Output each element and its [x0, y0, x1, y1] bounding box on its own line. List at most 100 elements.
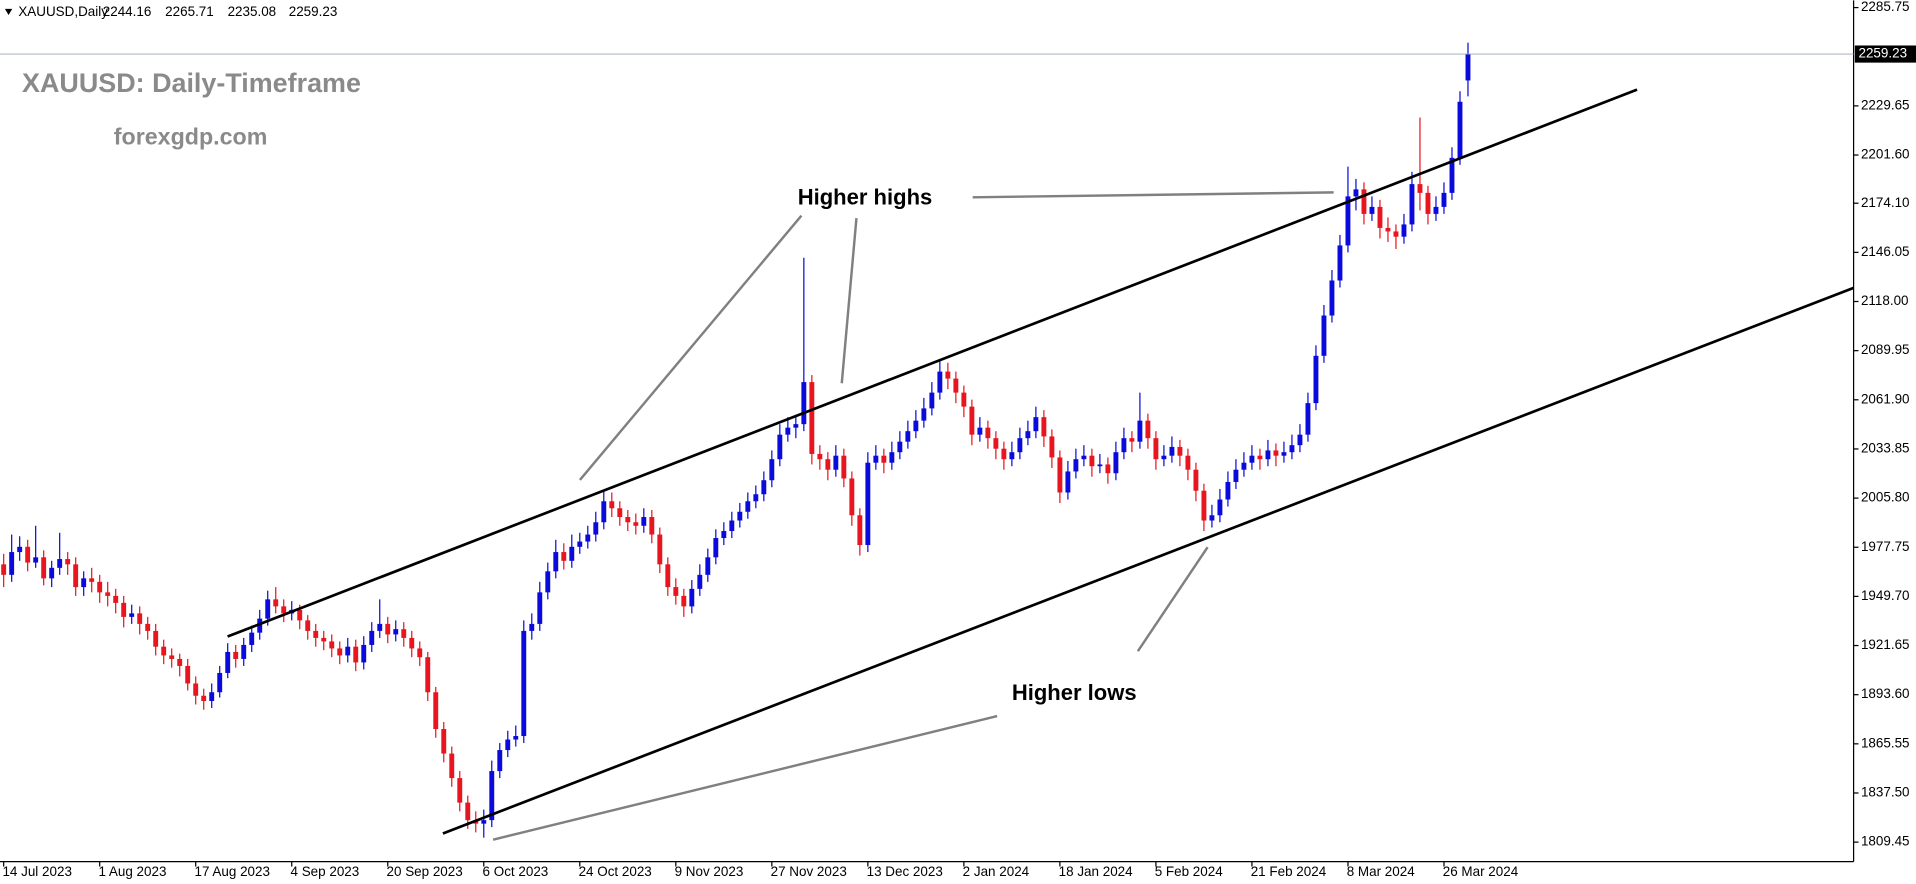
y-tick-label: 2089.95	[1861, 342, 1910, 357]
candle-body	[817, 453, 823, 460]
candle-body	[865, 462, 871, 546]
candle-body	[217, 672, 223, 693]
lower-trendline	[442, 286, 1855, 835]
candle-body	[241, 644, 247, 659]
ohlc-open: 2244.16	[103, 4, 152, 19]
candle-body	[1009, 452, 1015, 460]
x-tick-label: 18 Jan 2024	[1059, 864, 1133, 879]
candle-body	[153, 630, 159, 647]
candle-body	[1265, 450, 1271, 460]
y-tick-label: 2118.00	[1861, 293, 1909, 308]
candle-body	[321, 637, 327, 642]
candle-body	[761, 480, 767, 495]
candle-body	[393, 629, 399, 635]
candle-body	[377, 623, 383, 631]
candle-body	[161, 646, 167, 656]
candle-body	[969, 406, 975, 435]
candles	[1, 42, 1471, 838]
candle-body	[1233, 469, 1239, 482]
candle-body	[425, 657, 431, 693]
candle-body	[665, 564, 671, 588]
price-label-box	[1854, 45, 1916, 63]
candle-body	[465, 802, 471, 821]
ohlc-high: 2265.71	[165, 4, 214, 19]
candle-body	[481, 820, 487, 824]
candle-body	[1041, 417, 1047, 437]
x-tick-label: 9 Nov 2023	[675, 864, 744, 879]
candle-body	[1353, 189, 1359, 197]
pointer-line	[972, 191, 1334, 199]
candle-body	[657, 534, 663, 565]
candle-body	[9, 552, 15, 575]
candle-body	[1097, 464, 1103, 467]
candle-body	[617, 508, 623, 518]
candle-body	[1329, 280, 1335, 316]
candle-body	[337, 648, 343, 656]
upper-trendline	[227, 88, 1638, 638]
candle-body	[209, 692, 215, 701]
candle-body	[641, 517, 647, 526]
candle-body	[1401, 224, 1407, 237]
candle-body	[881, 455, 887, 463]
candle-body	[1257, 455, 1263, 460]
candle-body	[433, 692, 439, 730]
candle-body	[937, 371, 943, 393]
candle-body	[185, 665, 191, 684]
candle-body	[1225, 481, 1231, 500]
candle-body	[1305, 403, 1311, 435]
candle-body	[1313, 355, 1319, 404]
candle-body	[553, 552, 559, 572]
candle-body	[1145, 420, 1151, 439]
candle-body	[1409, 184, 1415, 225]
candle-body	[521, 630, 527, 737]
candle-body	[329, 641, 335, 649]
candle-body	[793, 424, 799, 428]
x-tick-label: 2 Jan 2024	[963, 864, 1030, 879]
candle-body	[1297, 434, 1303, 446]
candle-body	[73, 564, 79, 588]
candle-body	[1321, 315, 1327, 356]
candle-body	[1337, 245, 1343, 281]
x-tick-label: 1 Aug 2023	[98, 864, 166, 879]
x-tick-label: 20 Sep 2023	[387, 864, 463, 879]
candle-body	[1273, 450, 1279, 456]
candle-body	[385, 623, 391, 635]
candle-body	[1025, 431, 1031, 439]
candle-body	[225, 651, 231, 673]
candle-body	[1049, 436, 1055, 458]
candle-body	[145, 623, 151, 631]
candle-body	[1057, 457, 1063, 493]
x-tick-label: 8 Mar 2024	[1347, 864, 1416, 879]
candle-body	[833, 455, 839, 470]
candle-body	[417, 648, 423, 658]
ohlc-low: 2235.08	[228, 4, 277, 19]
candle-body	[169, 655, 175, 659]
chart-title: XAUUSD: Daily-Timeframe	[22, 68, 361, 98]
candle-body	[1281, 452, 1287, 456]
candle-body	[729, 520, 735, 532]
candle-body	[513, 736, 519, 740]
collapse-icon	[4, 8, 13, 15]
candle-body	[569, 546, 575, 561]
candle-body	[441, 729, 447, 754]
candle-body	[689, 588, 695, 607]
candle-body	[945, 371, 951, 379]
candle-body	[201, 695, 207, 701]
candle-body	[1465, 54, 1471, 81]
candle-body	[41, 557, 47, 579]
candle-body	[65, 559, 71, 565]
candle-body	[193, 683, 199, 696]
pointer-line	[840, 217, 858, 384]
candle-body	[769, 459, 775, 481]
candle-body	[1417, 184, 1423, 193]
candle-body	[961, 392, 967, 407]
y-tick-label: 2061.90	[1861, 391, 1910, 406]
candle-body	[801, 382, 807, 425]
candle-body	[1217, 499, 1223, 516]
candle-body	[1129, 438, 1135, 442]
pointer-line	[579, 214, 803, 481]
candle-body	[1369, 206, 1375, 214]
y-tick-label: 2005.80	[1861, 490, 1910, 505]
annotation: Higher lows	[1012, 680, 1137, 705]
